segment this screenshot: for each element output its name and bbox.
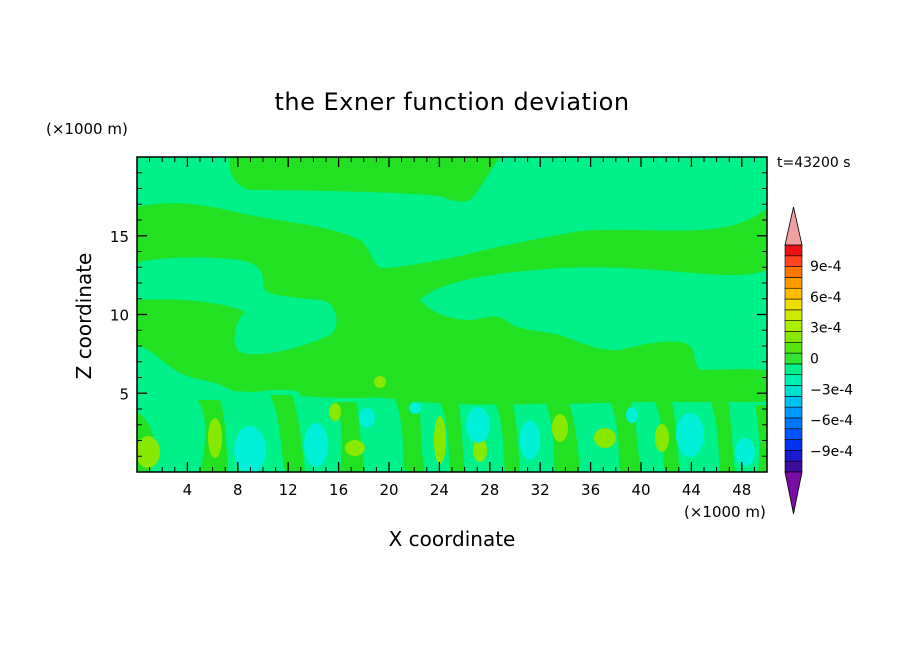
colorbar-extend-min xyxy=(784,471,803,515)
field-pos-cell-6 xyxy=(552,414,568,442)
field-pos-cell-3 xyxy=(345,440,365,456)
colorbar-extend-max xyxy=(784,206,803,246)
colorbar-bin xyxy=(784,341,803,354)
contour-field xyxy=(137,157,767,472)
y-tick-label: 10 xyxy=(110,307,129,325)
colorbar: 9e-4 6e-4 3e-4 0 −3e-4 −6e-4 −9e-4 xyxy=(784,206,853,515)
chart-title: the Exner function deviation xyxy=(274,88,630,116)
x-unit-label: (×1000 m) xyxy=(684,503,766,521)
field-neg-core-4 xyxy=(466,407,490,443)
colorbar-bin xyxy=(784,287,803,300)
y-axis-label: Z coordinate xyxy=(72,252,96,380)
colorbar-bin xyxy=(784,363,803,376)
z-unit-label: (×1000 m) xyxy=(46,120,128,138)
colorbar-bin xyxy=(784,428,803,440)
field-neg-core-2 xyxy=(304,423,328,467)
x-tick-label: 20 xyxy=(379,481,398,499)
field-pos-cell-7 xyxy=(594,428,616,448)
colorbar-label: 9e-4 xyxy=(810,259,842,275)
colorbar-bin xyxy=(784,450,803,462)
colorbar-bin xyxy=(784,417,803,430)
colorbar-bin xyxy=(784,385,803,397)
colorbar-bin xyxy=(784,244,803,257)
field-neg-core-8 xyxy=(409,402,421,414)
colorbar-bin xyxy=(784,309,803,321)
field-pos-cell-9 xyxy=(473,438,487,462)
y-ticks: 5 10 15 xyxy=(110,172,767,457)
field-neg-core-9 xyxy=(626,407,638,423)
field-pos-cell-4 xyxy=(329,403,341,421)
colorbar-label: 0 xyxy=(810,352,819,368)
colorbar-bin xyxy=(784,277,803,289)
x-ticks: 4 8 12 16 20 24 28 32 36 40 44 48 xyxy=(149,157,755,499)
field-left-mint xyxy=(137,345,300,403)
field-pos-cell-10 xyxy=(374,376,386,388)
x-tick-label: 16 xyxy=(329,481,348,499)
field-green-col-12 xyxy=(755,405,767,472)
colorbar-bin xyxy=(784,266,803,278)
field-neg-core-5 xyxy=(520,420,540,460)
x-tick-label: 32 xyxy=(531,481,550,499)
field-pos-cell-2 xyxy=(208,418,222,458)
field-neg-core-3 xyxy=(359,408,375,428)
field-pos-cell-1 xyxy=(137,436,160,468)
field-mid-mint xyxy=(137,257,337,355)
colorbar-label: −6e-4 xyxy=(810,413,853,429)
x-tick-label: 12 xyxy=(279,481,298,499)
field-pos-cell-8 xyxy=(655,424,669,452)
x-tick-label: 24 xyxy=(430,481,449,499)
x-tick-label: 4 xyxy=(183,481,193,499)
y-tick-label: 15 xyxy=(110,228,129,246)
x-tick-label: 44 xyxy=(682,481,701,499)
field-green-col-5 xyxy=(395,398,425,472)
colorbar-bin xyxy=(784,320,803,332)
colorbar-label: −3e-4 xyxy=(810,382,853,398)
field-neg-core-6 xyxy=(676,413,704,457)
field-green-col-6 xyxy=(440,402,465,472)
field-neg-core-1 xyxy=(234,426,266,472)
colorbar-bin xyxy=(784,374,803,386)
colorbar-bin xyxy=(784,396,803,408)
colorbar-bin xyxy=(784,406,803,419)
x-tick-label: 40 xyxy=(631,481,650,499)
colorbar-bin xyxy=(784,331,803,343)
field-mid-mint-2 xyxy=(420,267,767,370)
field-pos-cell-5 xyxy=(434,416,446,464)
field-green-col-3 xyxy=(270,395,305,472)
colorbar-bin xyxy=(784,298,803,311)
x-tick-label: 48 xyxy=(732,481,751,499)
colorbar-bin xyxy=(784,255,803,267)
colorbar-bin xyxy=(784,439,803,451)
colorbar-bin xyxy=(784,352,803,365)
y-tick-label: 5 xyxy=(119,385,129,403)
colorbar-label: 6e-4 xyxy=(810,290,842,306)
field-neg-core-7 xyxy=(735,438,755,466)
field-green-col-7 xyxy=(495,402,520,472)
x-axis-label: X coordinate xyxy=(0,527,904,551)
time-label: t=43200 s xyxy=(777,155,851,171)
x-tick-label: 28 xyxy=(480,481,499,499)
colorbar-label: 3e-4 xyxy=(810,321,842,337)
colorbar-bin xyxy=(784,460,803,473)
colorbar-label: −9e-4 xyxy=(810,444,853,460)
x-tick-label: 36 xyxy=(581,481,600,499)
field-upper-mint xyxy=(137,157,767,268)
x-tick-label: 8 xyxy=(233,481,243,499)
x-axis-label-text: X coordinate xyxy=(388,527,516,551)
field-green-col-11 xyxy=(710,400,735,472)
